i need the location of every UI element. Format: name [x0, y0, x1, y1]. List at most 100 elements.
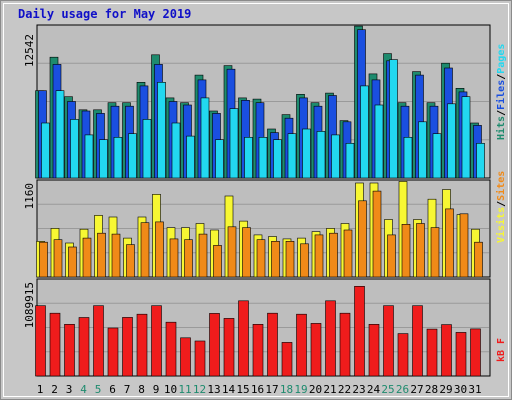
bar-pages-day-24 [374, 104, 384, 179]
bar-sites-day-18 [285, 241, 295, 278]
bar-sites-day-14 [227, 226, 237, 278]
bar-kb-f-day-16 [252, 323, 264, 377]
bar-pages-day-18 [287, 133, 297, 179]
bar-kb-f-day-21 [325, 300, 336, 377]
day-label-27: 27 [410, 383, 423, 396]
bar-sites-day-12 [198, 233, 208, 278]
day-label-6: 6 [109, 383, 116, 396]
bar-kb-f-day-17 [267, 312, 278, 377]
bar-kb-f-day-13 [209, 313, 220, 377]
bar-sites-day-10 [169, 238, 179, 278]
bar-sites-day-15 [242, 227, 251, 278]
bar-kb-f-day-11 [180, 337, 191, 377]
legend-item-1-4: Pages [496, 44, 507, 74]
day-label-3: 3 [66, 383, 73, 396]
day-label-17: 17 [265, 383, 278, 396]
bar-pages-day-21 [331, 134, 340, 179]
day-label-16: 16 [251, 383, 264, 396]
legend-item-2-0: Visits [495, 207, 507, 243]
bar-sites-day-21 [329, 232, 338, 278]
bar-sites-day-26 [401, 224, 411, 278]
bar-sites-day-5 [97, 232, 106, 278]
bar-pages-day-17 [273, 139, 282, 179]
bar-kb-f-day-31 [470, 328, 481, 377]
bar-sites-day-8 [140, 222, 150, 278]
bar-kb-f-day-12 [194, 340, 206, 377]
bar-kb-f-day-1 [35, 305, 46, 377]
bar-kb-f-day-9 [151, 305, 162, 377]
panel-3-ymax-label: 1089915 [23, 282, 36, 328]
bar-layer [35, 25, 485, 377]
bar-kb-f-day-26 [397, 333, 409, 377]
day-label-24: 24 [367, 383, 381, 396]
bar-sites-day-28 [430, 227, 440, 278]
day-label-9: 9 [153, 383, 160, 396]
day-label-26: 26 [396, 383, 409, 396]
bar-kb-f-day-5 [93, 305, 104, 377]
bar-sites-day-20 [314, 234, 324, 278]
day-label-14: 14 [222, 383, 236, 396]
bar-pages-day-1 [41, 122, 50, 179]
bar-pages-day-22 [345, 143, 355, 179]
bar-sites-day-4 [82, 237, 92, 278]
day-labels: 1 2 3 4 5 6 7 8 9 10 11 12 13 14 15 16 17 18 19 20 21 22 23 24 2… [37, 383, 482, 396]
bar-sites-day-22 [343, 229, 353, 278]
day-label-11: 11 [178, 383, 191, 396]
legend-item-1-2: Files [495, 80, 507, 110]
bar-kb-f-day-2 [49, 312, 61, 377]
panel-1-ymax-label: 12542 [23, 34, 36, 67]
bar-kb-f-day-25 [383, 305, 394, 377]
bar-sites-day-1 [39, 241, 48, 278]
bar-pages-day-23 [360, 85, 369, 179]
bar-pages-day-26 [403, 137, 413, 179]
bar-pages-day-14 [229, 108, 239, 179]
bar-sites-day-6 [111, 233, 121, 278]
bar-kb-f-day-18 [281, 342, 293, 377]
panel-3-legend: kB F [496, 338, 507, 362]
panel-2-legend: Visits/Sites [495, 171, 507, 243]
bar-sites-day-30 [459, 213, 469, 278]
bar-kb-f-day-8 [136, 313, 148, 377]
day-label-2: 2 [51, 383, 58, 396]
day-label-7: 7 [124, 383, 131, 396]
bar-pages-day-30 [461, 96, 471, 179]
day-label-31: 31 [468, 383, 481, 396]
bar-kb-f-day-23 [354, 285, 365, 377]
bar-sites-day-25 [387, 234, 396, 278]
bar-kb-f-day-28 [426, 328, 438, 377]
bar-kb-f-day-14 [223, 318, 235, 377]
day-label-5: 5 [95, 383, 102, 396]
bar-kb-f-day-6 [107, 327, 119, 377]
bar-kb-f-day-29 [441, 324, 452, 377]
day-label-23: 23 [352, 383, 365, 396]
bar-pages-day-9 [157, 82, 166, 179]
bar-sites-day-13 [213, 245, 222, 278]
day-label-10: 10 [164, 383, 177, 396]
bar-pages-day-29 [447, 103, 456, 179]
bar-sites-day-11 [184, 239, 193, 278]
bar-sites-day-3 [68, 246, 77, 278]
bar-pages-day-2 [55, 90, 65, 179]
bar-sites-day-27 [416, 223, 425, 278]
bar-sites-day-16 [256, 239, 266, 278]
day-label-8: 8 [138, 383, 145, 396]
bar-sites-day-24 [372, 190, 382, 278]
legend-item-1-1: / [496, 110, 507, 116]
legend-item-2-1: / [496, 201, 507, 207]
bar-sites-day-9 [155, 221, 164, 278]
bar-pages-day-8 [142, 119, 152, 179]
bar-kb-f-day-20 [310, 323, 322, 377]
bar-pages-day-10 [171, 122, 181, 179]
bar-kb-f-day-4 [78, 317, 90, 377]
bar-pages-day-13 [215, 139, 224, 179]
chart-title: Daily usage for May 2019 [18, 7, 191, 21]
bar-sites-day-19 [300, 243, 309, 278]
bar-pages-day-11 [186, 135, 195, 179]
bar-kb-f-day-19 [296, 313, 307, 377]
bar-pages-day-19 [302, 128, 311, 179]
bar-pages-day-31 [476, 143, 485, 179]
bar-pages-day-27 [418, 121, 427, 179]
bar-pages-day-12 [200, 97, 210, 179]
